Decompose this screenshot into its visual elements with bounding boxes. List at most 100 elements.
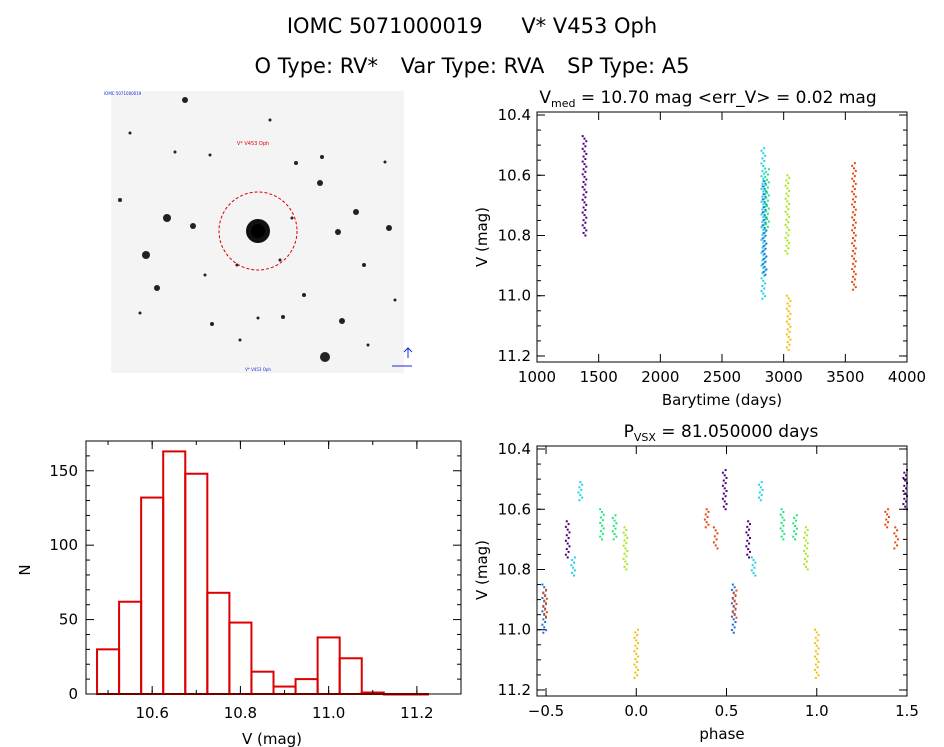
- finder-bottom-label: V* V453 Oph: [245, 367, 271, 372]
- finder-corner-label: IOMC 5071000019: [104, 91, 142, 96]
- lightcurve-point: [789, 312, 792, 315]
- lightcurve-point: [760, 290, 763, 293]
- lightcurve-point: [852, 244, 855, 247]
- lightcurve-point: [582, 155, 585, 158]
- lightcurve-point: [764, 176, 767, 179]
- lightcurve-point: [853, 175, 856, 178]
- phased-point: [781, 516, 784, 519]
- lightcurve-point: [585, 216, 588, 219]
- phased-point: [747, 534, 750, 537]
- lightcurve-point: [789, 325, 792, 328]
- lightcurve-point: [784, 184, 787, 187]
- phased-point: [758, 496, 761, 499]
- phased-point: [816, 639, 819, 642]
- field-star: [190, 223, 196, 229]
- lightcurve-point: [585, 229, 588, 232]
- phased-point: [760, 494, 763, 497]
- histogram-panel: 0 50 100 150 10.6 10.8 11.0 11.2 V (mag) N: [16, 440, 462, 747]
- field-star: [173, 150, 177, 154]
- phased-point: [572, 566, 575, 569]
- lightcurve-point: [581, 160, 584, 163]
- phased-point: [731, 623, 734, 626]
- phased-point: [758, 491, 761, 494]
- lightcurve-point: [785, 231, 788, 234]
- lightcurve-point: [852, 237, 855, 240]
- lightcurve-point: [764, 228, 767, 231]
- lightcurve-point: [583, 188, 586, 191]
- lightcurve-point: [787, 336, 790, 339]
- phased-point: [733, 600, 736, 603]
- phased-point: [564, 553, 567, 556]
- phased-point: [566, 528, 569, 531]
- lightcurve-point: [851, 190, 854, 193]
- phased-point: [803, 536, 806, 539]
- north-arrow-icon: [403, 347, 413, 358]
- lightcurve-point: [764, 234, 767, 237]
- lightcurve-point: [854, 221, 857, 224]
- lightcurve-point: [764, 260, 767, 263]
- phased-point: [803, 563, 806, 566]
- phased-point: [780, 521, 783, 524]
- phased-point: [724, 495, 727, 498]
- lightcurve-point: [851, 203, 854, 206]
- lightcurve-point: [784, 236, 787, 239]
- phased-point: [804, 544, 807, 547]
- lightcurve-title-post: = 10.70 mag <err_V> = 0.02 mag: [575, 88, 876, 108]
- phased-point: [748, 542, 751, 545]
- phased-point: [884, 510, 887, 513]
- phased-point: [904, 492, 907, 495]
- phased-point: [706, 515, 709, 518]
- lightcurve-point: [854, 247, 857, 250]
- lightcurve-point: [854, 208, 857, 211]
- phased-point: [735, 603, 738, 606]
- phased-point: [543, 613, 546, 616]
- lightcurve-point: [761, 246, 764, 249]
- lightcurve-point: [764, 269, 767, 272]
- lightcurve-point: [785, 179, 788, 182]
- histogram-bar: [140, 496, 165, 695]
- lightcurve-point: [764, 231, 767, 234]
- lightcurve-point: [854, 286, 857, 289]
- phased-point: [893, 547, 896, 550]
- lightcurve-point: [582, 219, 585, 222]
- field-star: [208, 153, 212, 157]
- lightcurve-ytick-label: 10.8: [498, 226, 531, 244]
- lightcurve-point: [581, 198, 584, 201]
- lightcurve-point: [785, 192, 788, 195]
- lightcurve-point: [766, 173, 769, 176]
- phased-point: [543, 600, 546, 603]
- phased-point: [721, 471, 724, 474]
- lightcurve-point: [853, 265, 856, 268]
- phased-point: [724, 508, 727, 511]
- phased-point: [806, 568, 809, 571]
- phased-point: [814, 636, 817, 639]
- lightcurve-point: [763, 188, 766, 191]
- lightcurve-ytick-label: 10.4: [498, 106, 531, 124]
- lightcurve-point: [785, 320, 788, 323]
- field-star: [203, 273, 207, 277]
- phased-point: [813, 628, 816, 631]
- field-star: [362, 263, 366, 267]
- histogram-frame: [85, 440, 462, 695]
- lightcurve-ylabel: V (mag): [473, 207, 491, 267]
- phased-point: [733, 626, 736, 629]
- lightcurve-xtick-label: 3000: [765, 368, 803, 386]
- lightcurve-point: [764, 202, 767, 205]
- phased-point: [545, 616, 548, 619]
- lightcurve-point: [851, 280, 854, 283]
- phased-point: [611, 530, 614, 533]
- phased-point: [814, 650, 817, 653]
- lightcurve-title-pre: V: [539, 88, 551, 108]
- phased-xtick-label: −0.5: [528, 702, 564, 720]
- phased-point: [752, 559, 755, 562]
- lightcurve-point: [788, 330, 791, 333]
- lightcurve-point: [585, 191, 588, 194]
- phased-point: [637, 642, 640, 645]
- lightcurve-point: [585, 178, 588, 181]
- phased-point: [725, 503, 728, 506]
- phased-point: [815, 671, 818, 674]
- lightcurve-point: [785, 333, 788, 336]
- histogram-xlabel: V (mag): [242, 730, 302, 747]
- lightcurve-point: [764, 215, 767, 218]
- phased-point: [730, 629, 733, 632]
